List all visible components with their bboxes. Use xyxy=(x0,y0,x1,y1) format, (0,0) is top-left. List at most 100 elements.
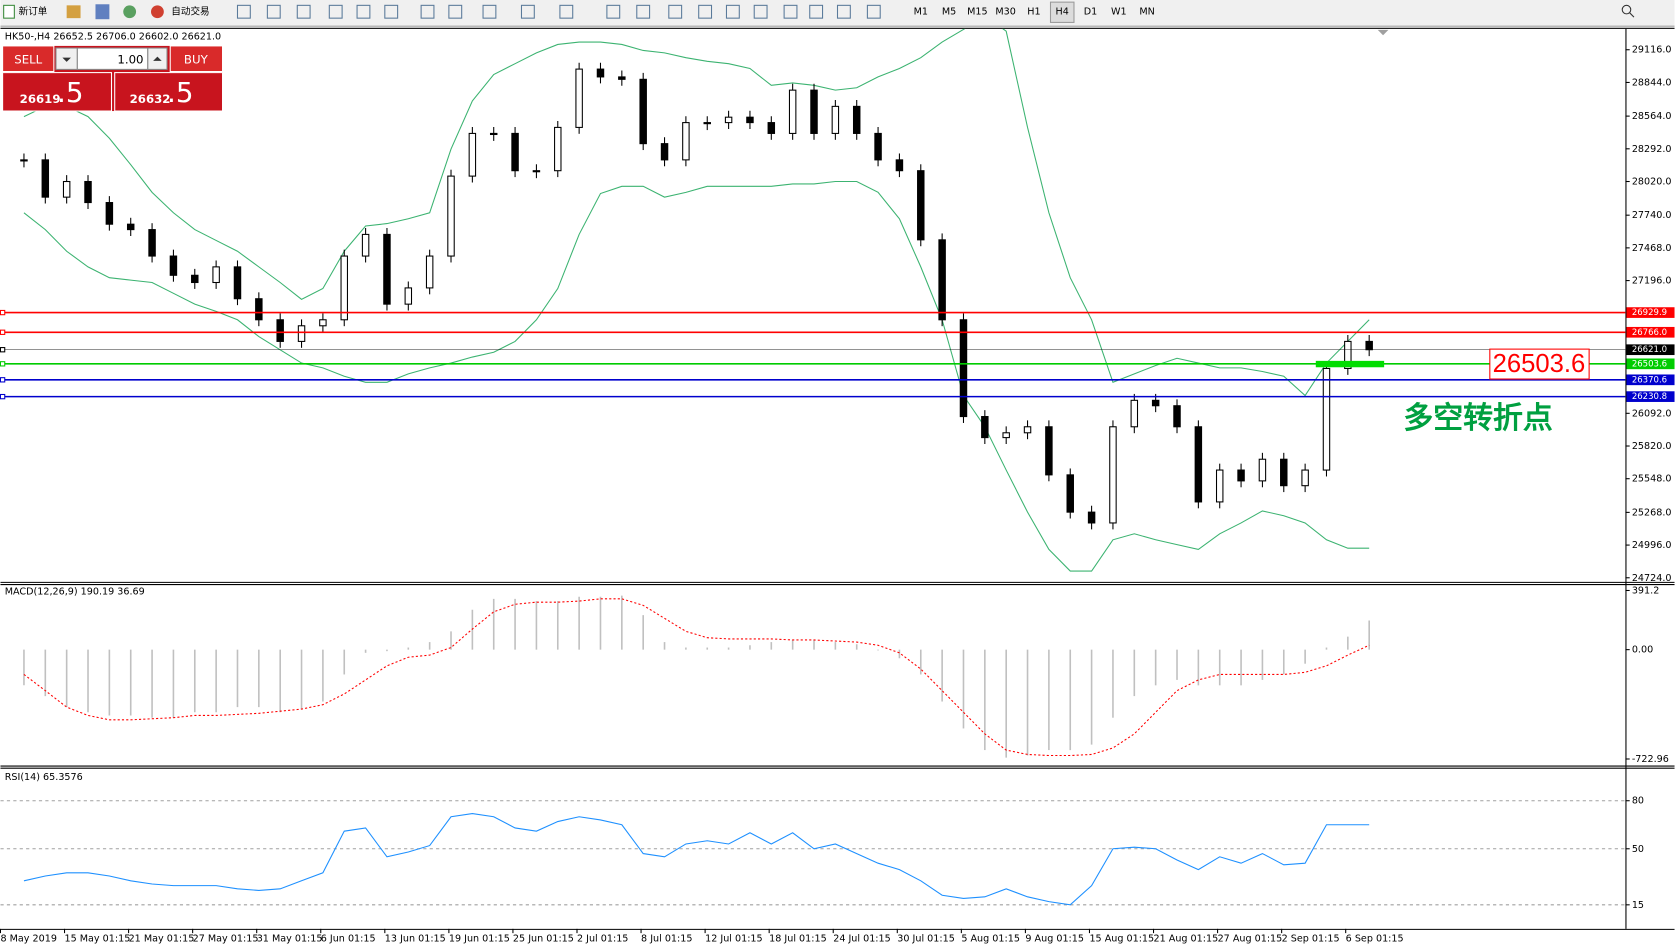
trade-panel: SELL 1.00 BUY 26619 .5 26632 .5 xyxy=(2,45,224,112)
timeframe-button[interactable]: H1 xyxy=(1027,7,1040,18)
tool-button[interactable] xyxy=(866,4,881,19)
level-marker xyxy=(0,393,6,400)
macd-plot xyxy=(23,595,1370,758)
candle xyxy=(1109,426,1117,524)
candle xyxy=(212,266,220,284)
candle xyxy=(319,319,327,327)
tool-button[interactable] xyxy=(559,4,574,19)
sell-button[interactable] xyxy=(2,45,55,73)
timeframe-button[interactable]: M5 xyxy=(942,7,956,18)
buy-label: BUY xyxy=(184,52,209,66)
y-tick-label: 27740.0 xyxy=(1632,210,1672,221)
candle xyxy=(1258,458,1267,482)
candle xyxy=(575,68,583,128)
rsi-title: RSI(14) 65.3576 xyxy=(5,772,83,783)
search-icon-handle xyxy=(1629,12,1635,18)
new-order-button[interactable]: 新订单 xyxy=(3,4,48,19)
x-tick-label: 9 Aug 01:15 xyxy=(1025,933,1084,944)
y-tick-label: 24724.0 xyxy=(1632,573,1672,584)
tool-button[interactable] xyxy=(296,4,311,19)
candle xyxy=(981,416,989,439)
x-tick-label: 31 May 01:15 xyxy=(257,933,323,944)
level-label-bg xyxy=(1626,307,1675,318)
macd-signal xyxy=(23,598,1370,757)
tool-button[interactable] xyxy=(698,4,713,19)
candle xyxy=(596,68,605,78)
level-marker xyxy=(0,377,6,383)
candle xyxy=(489,132,498,136)
candle xyxy=(361,233,370,257)
bid-box[interactable] xyxy=(2,72,113,112)
candle xyxy=(191,274,199,284)
icon[interactable] xyxy=(95,4,110,20)
tool-button[interactable] xyxy=(266,4,281,19)
x-tick-label: 27 Aug 01:15 xyxy=(1218,933,1283,944)
search-icon[interactable] xyxy=(1621,4,1632,15)
x-tick-label: 21 May 01:15 xyxy=(129,933,195,944)
icon[interactable] xyxy=(123,5,137,19)
timeframe-button[interactable]: M1 xyxy=(914,7,928,18)
tool-button[interactable] xyxy=(448,4,463,19)
timeframe-button[interactable]: M15 xyxy=(967,7,988,18)
level-marker xyxy=(0,329,6,335)
timeframe-button[interactable]: M30 xyxy=(995,7,1016,18)
level-label: 26766.0 xyxy=(1632,328,1667,338)
timeframe-button[interactable]: H4 xyxy=(1056,7,1069,18)
tool-button[interactable] xyxy=(236,4,251,19)
tool-button[interactable] xyxy=(520,4,535,19)
arrow xyxy=(62,57,71,62)
tool-button[interactable] xyxy=(836,4,851,19)
macd-title: MACD(12,26,9) 190.19 36.69 xyxy=(5,586,145,597)
y-tick-label: 25268.0 xyxy=(1632,507,1672,518)
buy-button[interactable] xyxy=(169,45,224,73)
tool-button[interactable] xyxy=(783,4,798,19)
tool-button[interactable] xyxy=(753,4,768,19)
x-tick-label: 2 Sep 01:15 xyxy=(1282,933,1340,944)
tool-button[interactable] xyxy=(420,4,435,19)
ask-box[interactable] xyxy=(114,72,224,112)
timeframe-button[interactable]: W1 xyxy=(1111,7,1127,18)
timeframe-button[interactable]: D1 xyxy=(1084,7,1098,18)
y-tick-label: 28564.0 xyxy=(1632,111,1672,122)
level-label-bg xyxy=(1626,374,1675,386)
chart-shift-marker xyxy=(1377,29,1389,36)
candle xyxy=(1344,340,1352,369)
candle xyxy=(1322,367,1331,471)
highlight-bar xyxy=(1315,360,1385,368)
x-tick-label: 2 Jul 01:15 xyxy=(577,933,628,944)
candle xyxy=(1194,426,1203,503)
x-tick-label: 6 Jun 01:15 xyxy=(321,933,376,944)
y-tick-label: 29116.0 xyxy=(1632,45,1672,56)
candle xyxy=(62,180,71,198)
tool-button[interactable] xyxy=(356,4,371,19)
candle xyxy=(724,116,733,124)
candle xyxy=(84,180,92,204)
candle xyxy=(895,159,904,172)
tool-button[interactable] xyxy=(384,4,399,19)
tool-button[interactable] xyxy=(809,4,824,19)
tool-button[interactable] xyxy=(606,4,621,19)
annotation-box xyxy=(1489,348,1590,380)
candle xyxy=(810,89,818,134)
tool-button[interactable] xyxy=(636,4,651,19)
candle xyxy=(383,233,391,305)
candle xyxy=(276,319,284,342)
x-tick-label: 18 Jul 01:15 xyxy=(769,933,827,944)
tool-button[interactable] xyxy=(328,4,343,19)
y-tick-label: 27196.0 xyxy=(1632,276,1672,287)
level-label-bg xyxy=(1626,358,1675,370)
tool-icons xyxy=(236,4,881,19)
y-tick-label: 27468.0 xyxy=(1632,243,1672,254)
timeframe-button[interactable]: MN xyxy=(1139,7,1154,18)
candle xyxy=(1365,340,1373,351)
tool-button[interactable] xyxy=(668,4,683,19)
candle xyxy=(20,159,28,162)
tool-button[interactable] xyxy=(725,4,740,19)
candle xyxy=(1130,399,1139,428)
icon[interactable] xyxy=(66,5,81,19)
tool-button[interactable] xyxy=(482,4,497,19)
level-label-bg xyxy=(1626,326,1675,338)
bid-pips: .5 xyxy=(57,76,83,109)
auto-trading-button[interactable]: 自动交易 xyxy=(151,5,210,19)
